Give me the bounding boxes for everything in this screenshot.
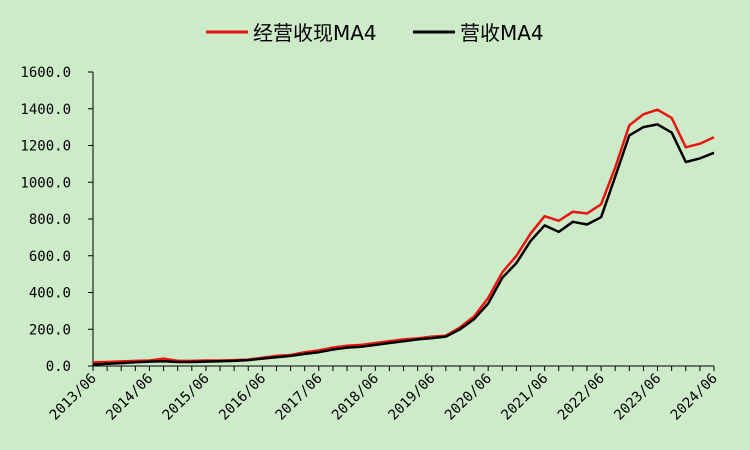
series-line-revenue bbox=[92, 123, 715, 366]
legend-label-operating-cash: 经营收现MA4 bbox=[253, 21, 377, 45]
x-tick-label: 2024/06 bbox=[668, 371, 721, 424]
legend: 经营收现MA4 营收MA4 bbox=[206, 21, 544, 45]
x-tick-label: 2015/06 bbox=[160, 371, 213, 424]
series-line-operating-cash bbox=[92, 108, 715, 364]
legend-label-revenue: 营收MA4 bbox=[460, 21, 544, 45]
x-tick-label: 2014/06 bbox=[103, 371, 156, 424]
y-tick-label: 400.0 bbox=[29, 286, 71, 302]
y-tick-label: 1600.0 bbox=[20, 65, 71, 81]
x-tick-label: 2023/06 bbox=[611, 371, 664, 424]
y-tick-label: 1000.0 bbox=[20, 175, 71, 191]
y-tick-label: 200.0 bbox=[29, 322, 71, 338]
y-tick-label: 800.0 bbox=[29, 212, 71, 228]
axes bbox=[88, 71, 715, 371]
y-tick-label: 0.0 bbox=[46, 359, 71, 375]
plot-area bbox=[92, 108, 715, 366]
x-tick-label: 2018/06 bbox=[329, 371, 382, 424]
y-tick-label: 600.0 bbox=[29, 249, 71, 265]
x-tick-label: 2017/06 bbox=[273, 371, 326, 424]
x-tick-label: 2022/06 bbox=[555, 371, 608, 424]
x-tick-label: 2020/06 bbox=[442, 371, 495, 424]
y-tick-label: 1200.0 bbox=[20, 139, 71, 155]
x-tick-label: 2016/06 bbox=[216, 371, 269, 424]
tick-labels: 0.0 200.0 400.0 600.0 800.0 1000.0 1200.0 1400.… bbox=[20, 65, 720, 424]
x-tick-label: 2013/06 bbox=[47, 371, 100, 424]
y-tick-label: 1400.0 bbox=[20, 102, 71, 118]
x-tick-label: 2019/06 bbox=[386, 371, 439, 424]
x-tick-label: 2021/06 bbox=[498, 371, 551, 424]
